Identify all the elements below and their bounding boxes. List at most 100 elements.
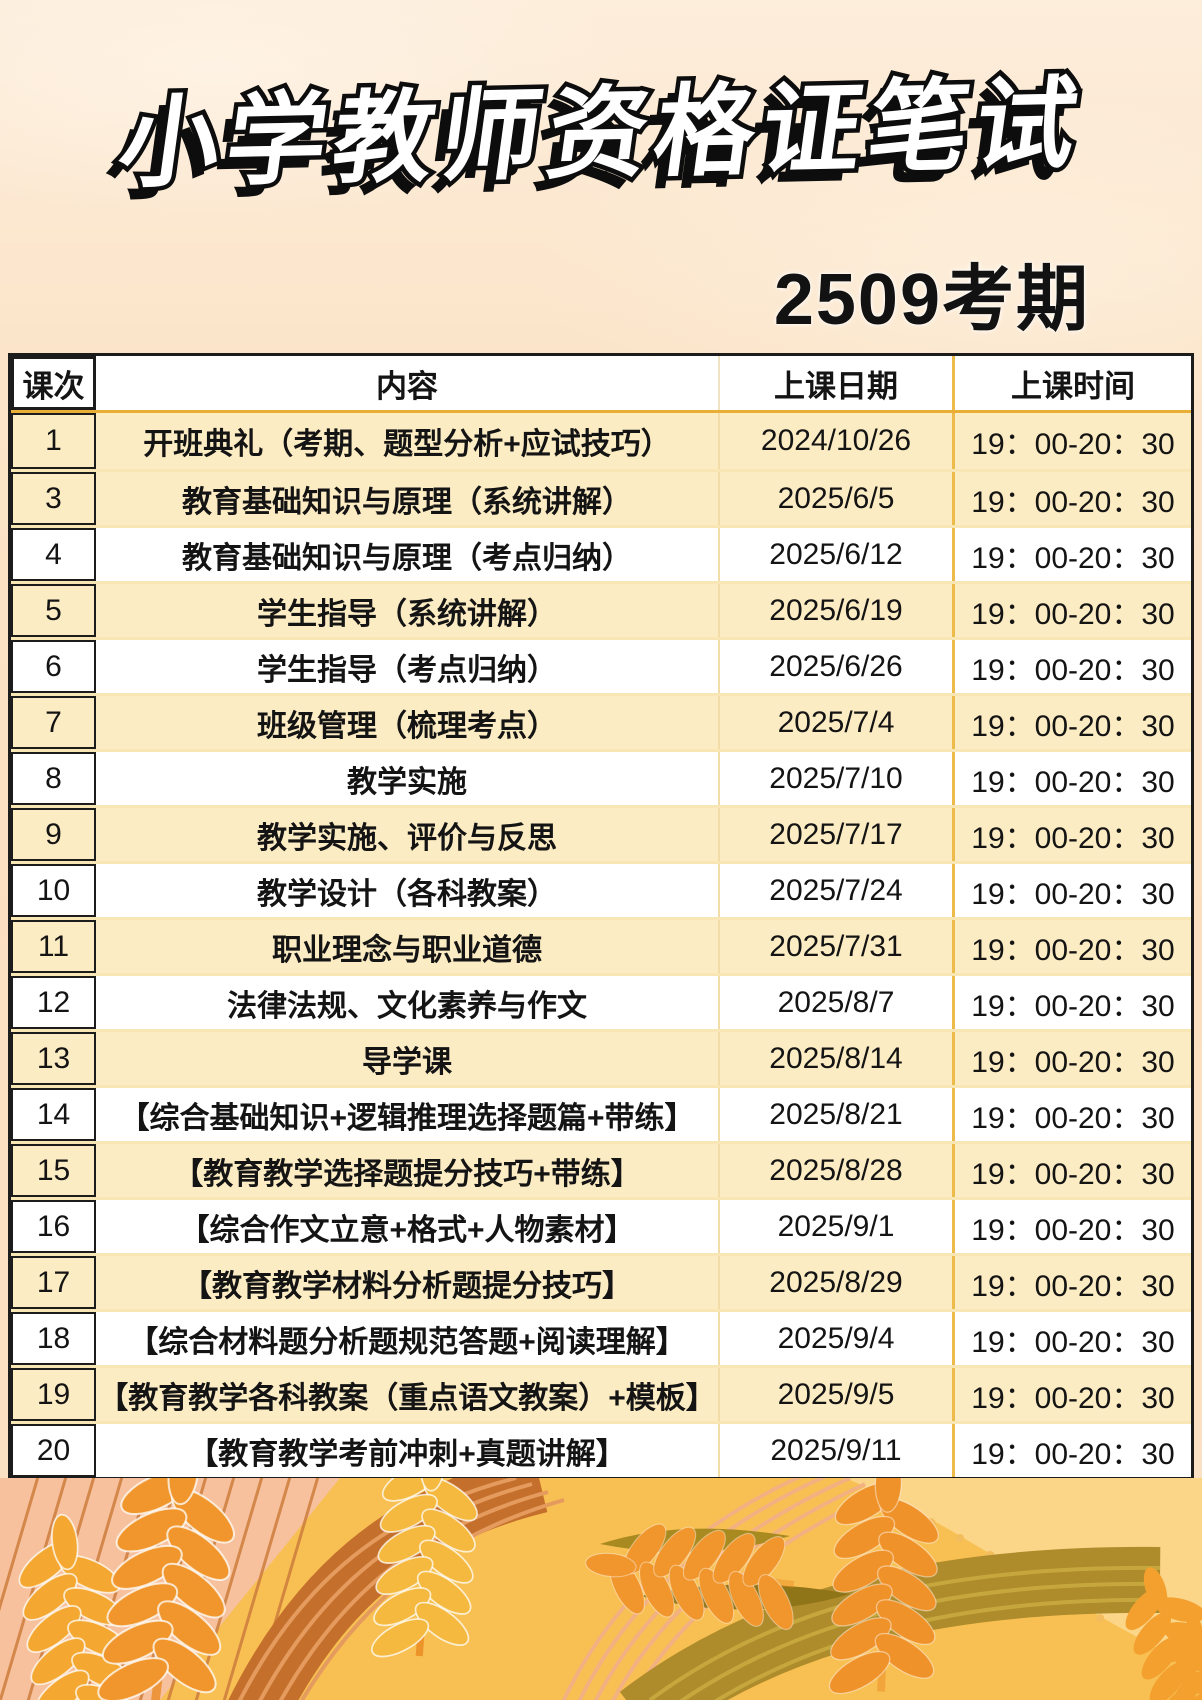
lesson-number-cell: 10 xyxy=(11,864,96,917)
table-header-row: 课次 内容 上课日期 上课时间 xyxy=(11,356,1191,413)
date-cell: 2025/7/31 xyxy=(718,920,952,973)
content-cell: 【综合作文立意+格式+人物素材】 xyxy=(179,1213,635,1247)
lesson-number-cell: 15 xyxy=(11,1144,96,1197)
time-cell: 19：00-20：30 xyxy=(952,1088,1191,1141)
lesson-number-cell: 5 xyxy=(11,584,96,637)
table-row: 15 【教育教学选择题提分技巧+带练】 2025/8/28 19：00-20：3… xyxy=(11,1141,1191,1197)
table-row: 10 教学设计（各科教案） 2025/7/24 19：00-20：30 xyxy=(11,861,1191,917)
table-row: 14 【综合基础知识+逻辑推理选择题篇+带练】 2025/8/21 19：00-… xyxy=(11,1085,1191,1141)
table-body: 1 开班典礼（考期、题型分析+应试技巧） 2024/10/26 19：00-20… xyxy=(11,413,1191,1477)
lesson-number-cell: 18 xyxy=(11,1312,96,1365)
lesson-number-cell: 14 xyxy=(11,1088,96,1141)
lesson-number-cell: 20 xyxy=(11,1424,96,1477)
table-row: 20 【教育教学考前冲刺+真题讲解】 2025/9/11 19：00-20：30 xyxy=(11,1421,1191,1477)
header-cell-date: 上课日期 xyxy=(718,356,952,410)
table-row: 8 教学实施 2025/7/10 19：00-20：30 xyxy=(11,749,1191,805)
date-cell: 2025/7/17 xyxy=(718,808,952,861)
lesson-number-cell: 3 xyxy=(11,472,96,525)
content-cell: 教学实施 xyxy=(347,765,467,799)
time-cell: 19：00-20：30 xyxy=(952,1368,1191,1421)
session-block: 2509考期 xyxy=(774,240,1090,345)
time-cell: 19：00-20：30 xyxy=(952,584,1191,637)
date-cell: 2025/6/12 xyxy=(718,528,952,581)
content-cell: 教育基础知识与原理（考点归纳） xyxy=(182,541,632,575)
time-cell: 19：00-20：30 xyxy=(952,1200,1191,1253)
date-cell: 2025/8/7 xyxy=(718,976,952,1029)
time-cell: 19：00-20：30 xyxy=(952,920,1191,973)
content-cell: 导学课 xyxy=(362,1045,452,1079)
table-row: 17 【教育教学材料分析题提分技巧】 2025/8/29 19：00-20：30 xyxy=(11,1253,1191,1309)
time-cell: 19：00-20：30 xyxy=(952,528,1191,581)
table-row: 18 【综合材料题分析题规范答题+阅读理解】 2025/9/4 19：00-20… xyxy=(11,1309,1191,1365)
table-row: 1 开班典礼（考期、题型分析+应试技巧） 2024/10/26 19：00-20… xyxy=(11,413,1191,469)
content-cell: 教学实施、评价与反思 xyxy=(257,821,557,855)
table-row: 13 导学课 2025/8/14 19：00-20：30 xyxy=(11,1029,1191,1085)
table-row: 5 学生指导（系统讲解） 2025/6/19 19：00-20：30 xyxy=(11,581,1191,637)
table-row: 19 【教育教学各科教案（重点语文教案）+模板】 2025/9/5 19：00-… xyxy=(11,1365,1191,1421)
table-row: 3 教育基础知识与原理（系统讲解） 2025/6/5 19：00-20：30 xyxy=(11,469,1191,525)
time-cell: 19：00-20：30 xyxy=(952,696,1191,749)
lesson-number-cell: 8 xyxy=(11,752,96,805)
content-cell: 班级管理（梳理考点） xyxy=(257,709,557,743)
session-badge: 2509考期 xyxy=(773,260,1090,340)
content-cell: 【教育教学考前冲刺+真题讲解】 xyxy=(188,1437,626,1471)
date-cell: 2025/8/29 xyxy=(718,1256,952,1309)
date-cell: 2025/6/5 xyxy=(718,472,952,525)
content-cell: 学生指导（系统讲解） xyxy=(257,597,557,631)
date-cell: 2025/7/24 xyxy=(718,864,952,917)
lesson-number-cell: 9 xyxy=(11,808,96,861)
header-cell-time: 上课时间 xyxy=(952,356,1191,410)
content-cell: 学生指导（考点归纳） xyxy=(257,653,557,687)
date-cell: 2025/8/14 xyxy=(718,1032,952,1085)
lesson-number-cell: 6 xyxy=(11,640,96,693)
content-cell: 教学设计（各科教案） xyxy=(257,877,557,911)
table-row: 9 教学实施、评价与反思 2025/7/17 19：00-20：30 xyxy=(11,805,1191,861)
time-cell: 19：00-20：30 xyxy=(952,413,1191,469)
time-cell: 19：00-20：30 xyxy=(952,640,1191,693)
lesson-number-cell: 7 xyxy=(11,696,96,749)
time-cell: 19：00-20：30 xyxy=(952,864,1191,917)
date-cell: 2025/9/1 xyxy=(718,1200,952,1253)
table-row: 16 【综合作文立意+格式+人物素材】 2025/9/1 19：00-20：30 xyxy=(11,1197,1191,1253)
table-row: 4 教育基础知识与原理（考点归纳） 2025/6/12 19：00-20：30 xyxy=(11,525,1191,581)
content-cell: 【综合基础知识+逻辑推理选择题篇+带练】 xyxy=(119,1101,695,1135)
time-cell: 19：00-20：30 xyxy=(952,1312,1191,1365)
lesson-number-cell: 1 xyxy=(11,413,96,469)
content-cell: 【教育教学各科教案（重点语文教案）+模板】 xyxy=(98,1381,716,1415)
date-cell: 2025/8/28 xyxy=(718,1144,952,1197)
lesson-number-cell: 12 xyxy=(11,976,96,1029)
table-row: 11 职业理念与职业道德 2025/7/31 19：00-20：30 xyxy=(11,917,1191,973)
page-title: 小学教师资格证笔试 xyxy=(107,63,1094,205)
content-cell: 【综合材料题分析题规范答题+阅读理解】 xyxy=(128,1325,686,1359)
lesson-number-cell: 13 xyxy=(11,1032,96,1085)
header-cell-content: 内容 xyxy=(376,368,438,404)
time-cell: 19：00-20：30 xyxy=(952,976,1191,1029)
table-row: 6 学生指导（考点归纳） 2025/6/26 19：00-20：30 xyxy=(11,637,1191,693)
date-cell: 2025/7/4 xyxy=(718,696,952,749)
date-cell: 2025/9/11 xyxy=(718,1424,952,1477)
time-cell: 19：00-20：30 xyxy=(952,1424,1191,1477)
date-cell: 2025/9/5 xyxy=(718,1368,952,1421)
lesson-number-cell: 16 xyxy=(11,1200,96,1253)
title-block: 小学教师资格证笔试 xyxy=(0,61,1202,206)
lesson-number-cell: 4 xyxy=(11,528,96,581)
lesson-number-cell: 17 xyxy=(11,1256,96,1309)
content-cell: 开班典礼（考期、题型分析+应试技巧） xyxy=(143,428,671,461)
content-cell: 教育基础知识与原理（系统讲解） xyxy=(182,485,632,519)
time-cell: 19：00-20：30 xyxy=(952,808,1191,861)
date-cell: 2025/8/21 xyxy=(718,1088,952,1141)
time-cell: 19：00-20：30 xyxy=(952,752,1191,805)
lesson-number-cell: 11 xyxy=(11,920,96,973)
table-row: 12 法律法规、文化素养与作文 2025/8/7 19：00-20：30 xyxy=(11,973,1191,1029)
lesson-number-cell: 19 xyxy=(11,1368,96,1421)
content-cell: 法律法规、文化素养与作文 xyxy=(227,989,587,1023)
date-cell: 2025/9/4 xyxy=(718,1312,952,1365)
time-cell: 19：00-20：30 xyxy=(952,1256,1191,1309)
schedule-table: 课次 内容 上课日期 上课时间 1 开班典礼（考期、题型分析+应试技巧） 202… xyxy=(8,353,1194,1480)
time-cell: 19：00-20：30 xyxy=(952,1144,1191,1197)
date-cell: 2025/6/26 xyxy=(718,640,952,693)
date-cell: 2025/6/19 xyxy=(718,584,952,637)
header-cell-lesson: 课次 xyxy=(11,356,96,410)
date-cell: 2025/7/10 xyxy=(718,752,952,805)
